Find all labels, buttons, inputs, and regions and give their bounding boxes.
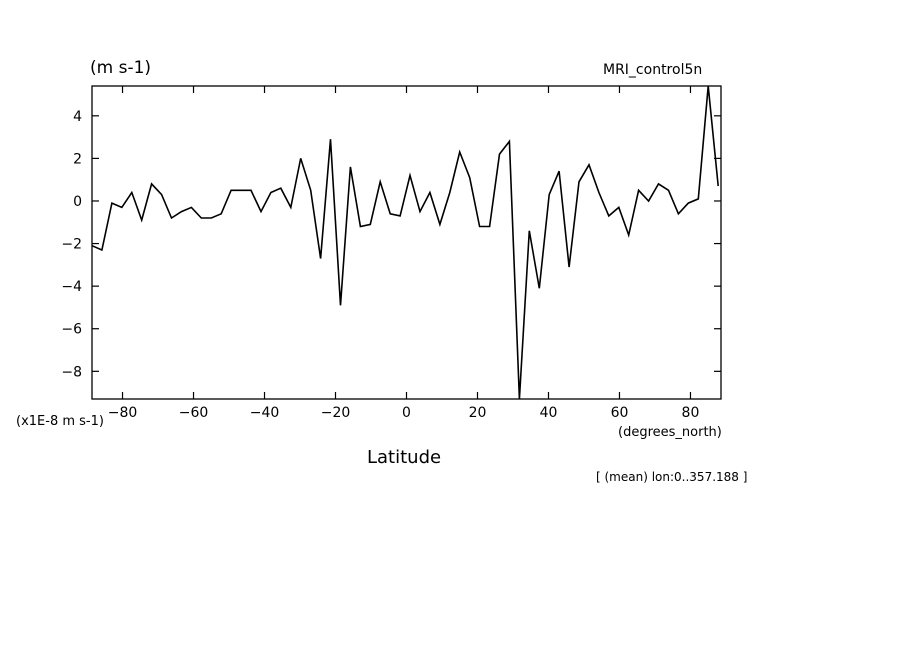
plot-frame: [91, 85, 722, 400]
y-tick-label: −2: [61, 237, 82, 253]
y-scale-note: (x1E-8 m s-1): [16, 414, 104, 429]
x-tick-label: 20: [469, 405, 487, 421]
mean-annotation: [ (mean) lon:0..357.188 ]: [596, 470, 748, 484]
x-tick-label: 60: [611, 405, 629, 421]
y-tick-label: 4: [73, 109, 82, 125]
x-tick-label: 0: [402, 405, 411, 421]
x-tick-label: 40: [540, 405, 558, 421]
y-tick-label: 2: [73, 151, 82, 167]
data-series-line: [91, 85, 719, 400]
x-axis-label: Latitude: [367, 447, 442, 468]
x-tick-label: 80: [682, 405, 700, 421]
x-tick-label: −40: [250, 405, 280, 421]
x-tick-label: −60: [179, 405, 209, 421]
x-axis-units-label: (degrees_north): [618, 425, 722, 440]
y-tick-label: 0: [73, 194, 82, 210]
y-axis-units-label: (m s-1): [90, 58, 152, 78]
y-tick-label: −4: [61, 279, 82, 295]
y-tick-label: −6: [61, 322, 82, 338]
chart-title: MRI_control5n: [603, 62, 703, 78]
axis-ticks: [92, 86, 721, 399]
x-tick-label: −80: [108, 405, 138, 421]
y-tick-label: −8: [61, 364, 82, 380]
x-tick-label: −20: [321, 405, 351, 421]
